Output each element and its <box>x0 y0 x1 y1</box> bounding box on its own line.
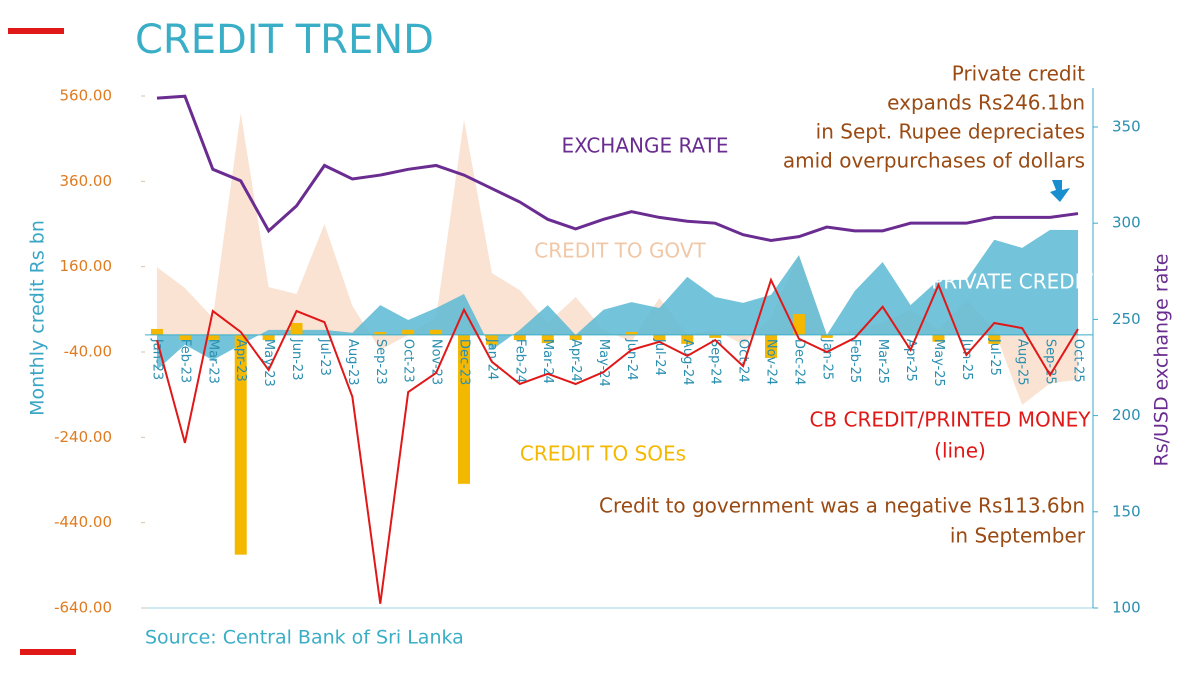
x-tick-label: Jan-24 <box>484 338 499 380</box>
annotation: amid overpurchases of dollars <box>783 149 1085 173</box>
y2-tick-label: 100 <box>1112 599 1141 617</box>
series-label: CB CREDIT/PRINTED MONEY <box>809 408 1091 432</box>
x-tick-label: Jun-24 <box>624 338 639 381</box>
y2-tick-label: 250 <box>1112 310 1141 328</box>
y-tick-label: 160.00 <box>60 257 113 275</box>
series-label: CREDIT TO SOEs <box>520 442 686 466</box>
x-tick-label: Oct-25 <box>1071 339 1086 383</box>
bar <box>792 314 805 335</box>
bar <box>151 328 163 335</box>
x-tick-label: Feb-24 <box>512 339 527 383</box>
x-tick-label: Sep-24 <box>708 339 723 385</box>
x-tick-label: Nov-23 <box>429 339 444 385</box>
y-tick-label: 360.00 <box>60 172 113 190</box>
bar <box>625 331 638 335</box>
bar <box>178 334 191 341</box>
x-tick-label: Aug-25 <box>1015 339 1030 386</box>
x-tick-label: Jul-24 <box>652 338 667 376</box>
bar <box>541 334 554 344</box>
y2-tick-label: 150 <box>1112 502 1141 520</box>
y2-tick-label: 200 <box>1112 406 1141 424</box>
bar <box>932 334 945 342</box>
annotation: Private credit <box>952 62 1085 86</box>
x-tick-label: Jun-25 <box>959 338 974 381</box>
bar <box>569 334 582 341</box>
bar <box>374 331 387 335</box>
bar <box>485 334 498 345</box>
x-tick-label: Dec-24 <box>791 339 806 385</box>
x-tick-label: Apr-23 <box>233 339 248 382</box>
annotation: Credit to government was a negative Rs11… <box>599 494 1085 518</box>
x-tick-label: Feb-23 <box>177 339 192 383</box>
y2-tick-label: 350 <box>1112 117 1141 135</box>
series-label: CREDIT TO GOVT <box>534 239 706 263</box>
x-tick-label: Jan-25 <box>819 338 834 380</box>
x-tick-label: Aug-23 <box>345 339 360 386</box>
y-tick-label: 560.00 <box>60 87 113 105</box>
line <box>156 277 1079 604</box>
x-tick-label: Sep-23 <box>373 339 388 385</box>
y-tick-label: -240.00 <box>54 428 112 446</box>
y-tick-label: -440.00 <box>54 513 112 531</box>
bar <box>681 334 694 344</box>
series-label: EXCHANGE RATE <box>561 134 728 158</box>
line <box>156 94 1079 243</box>
y-tick-label: -640.00 <box>54 599 112 617</box>
chart-title: CREDIT TREND <box>135 17 434 63</box>
x-tick-label: Dec-23 <box>457 339 472 385</box>
x-tick-label: Feb-25 <box>847 339 862 383</box>
bar <box>513 334 526 341</box>
y2-tick-label: 300 <box>1112 214 1141 232</box>
x-tick-label: Aug-24 <box>680 339 695 386</box>
x-tick-label: May-23 <box>261 339 276 387</box>
y-tick-label: -40.00 <box>64 343 112 361</box>
decor-bar <box>8 28 64 34</box>
x-tick-label: Jul-23 <box>317 338 332 376</box>
bar <box>402 329 415 335</box>
bar <box>290 322 303 335</box>
x-tick-label: Apr-25 <box>903 339 918 382</box>
x-tick-label: Jun-23 <box>289 338 304 381</box>
arrow-icon <box>1050 180 1070 202</box>
bar <box>653 334 666 341</box>
x-tick-label: Mar-25 <box>875 339 890 384</box>
bar <box>234 334 247 555</box>
x-tick-label: Apr-24 <box>568 339 583 382</box>
decor-bar <box>20 649 76 655</box>
x-tick-label: Oct-23 <box>401 339 416 383</box>
annotation: in September <box>950 524 1086 548</box>
bar <box>206 334 219 341</box>
x-tick-label: Jul-25 <box>987 338 1002 376</box>
bar <box>820 334 833 338</box>
x-tick-label: May-25 <box>931 339 946 387</box>
bar <box>988 334 1001 344</box>
y-axis-title: Monthly credit Rs bn <box>27 220 49 416</box>
bar <box>458 334 470 484</box>
bar <box>262 334 275 341</box>
x-tick-label: Mar-24 <box>540 339 555 384</box>
series-label: PRIVATE CREDIT <box>931 270 1093 294</box>
bar <box>430 329 443 335</box>
x-tick-label: May-24 <box>596 339 611 387</box>
bar <box>709 334 722 338</box>
annotation: (line) <box>934 439 986 463</box>
x-tick-label: Sep-25 <box>1043 339 1058 385</box>
x-tick-label: Mar-23 <box>205 339 220 384</box>
annotation: in Sept. Rupee depreciates <box>816 120 1085 144</box>
x-tick-label: Oct-24 <box>736 339 751 383</box>
annotation: expands Rs246.1bn <box>887 91 1085 115</box>
source: Source: Central Bank of Sri Lanka <box>145 627 464 649</box>
x-tick-label: Nov-24 <box>764 339 779 385</box>
bar <box>765 334 777 358</box>
x-tick-label: Jan-23 <box>150 338 165 380</box>
y2-axis-title: Rs/USD exchange rate <box>1151 254 1173 467</box>
